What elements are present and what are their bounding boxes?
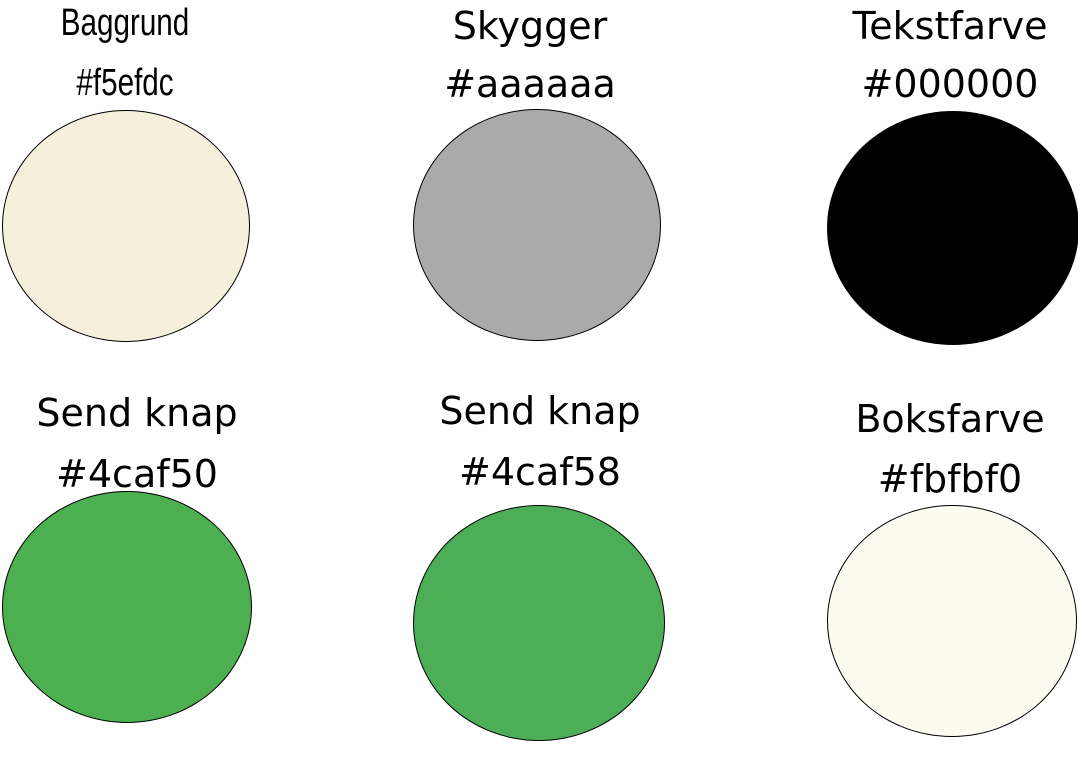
color-circle (827, 111, 1078, 345)
color-circle (413, 109, 661, 341)
swatch-hex: #000000 (861, 62, 1039, 106)
swatch-hex: #aaaaaa (444, 62, 616, 106)
swatch-name: Send knap (36, 391, 238, 435)
swatch-name: Tekstfarve (852, 4, 1048, 48)
swatch-name: Baggrund (60, 2, 190, 44)
color-circle (827, 505, 1077, 737)
swatch-name: Boksfarve (855, 397, 1045, 441)
color-circle (2, 110, 250, 342)
swatch-boksfarve: Boksfarve #fbfbf0 (770, 400, 1078, 770)
swatch-send-knap-1: Send knap #4caf50 (0, 394, 317, 764)
swatch-skygger: Skygger #aaaaaa (350, 7, 710, 377)
swatch-name: Skygger (452, 4, 608, 48)
swatch-tekstfarve: Tekstfarve #000000 (770, 7, 1078, 377)
swatch-hex: #4caf58 (459, 450, 621, 494)
swatch-send-knap-2: Send knap #4caf58 (360, 392, 720, 762)
color-circle (413, 505, 665, 741)
color-circle (2, 491, 252, 723)
swatch-hex: #f5efdc (76, 62, 174, 104)
swatch-name: Send knap (439, 389, 641, 433)
swatch-baggrund: Baggrund #f5efdc (0, 4, 305, 374)
swatch-hex: #4caf50 (56, 452, 218, 496)
swatch-hex: #fbfbf0 (877, 457, 1023, 501)
